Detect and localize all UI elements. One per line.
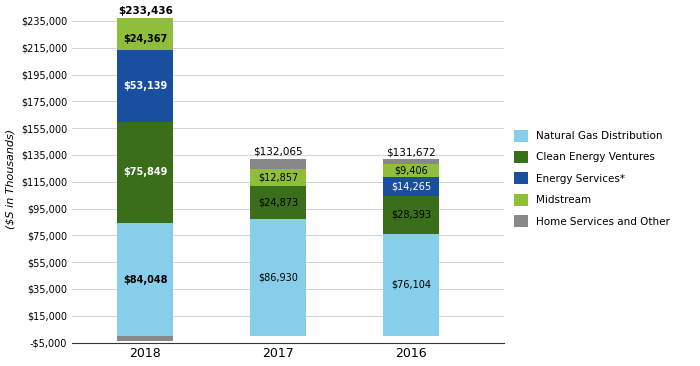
Bar	[250, 186, 306, 219]
Text: $84,048: $84,048	[123, 274, 167, 285]
Bar	[250, 159, 306, 169]
Bar	[118, 122, 173, 223]
Text: $24,873: $24,873	[258, 198, 298, 208]
Bar	[383, 234, 439, 336]
Bar	[118, 51, 173, 122]
Bar	[118, 223, 173, 336]
Text: $76,104: $76,104	[391, 280, 431, 290]
Text: $9,406: $9,406	[394, 166, 428, 176]
Text: $14,265: $14,265	[391, 181, 431, 191]
Bar	[383, 160, 439, 164]
Bar	[250, 219, 306, 336]
Text: $53,139: $53,139	[123, 81, 167, 91]
Text: $24,367: $24,367	[123, 34, 167, 44]
Bar	[118, 336, 173, 341]
Text: $75,849: $75,849	[123, 168, 167, 178]
Bar	[383, 196, 439, 234]
Text: $86,930: $86,930	[258, 273, 298, 283]
Legend: Natural Gas Distribution, Clean Energy Ventures, Energy Services*, Midstream, Ho: Natural Gas Distribution, Clean Energy V…	[514, 130, 671, 227]
Bar	[383, 164, 439, 177]
Text: $28,393: $28,393	[391, 210, 431, 220]
Text: $132,065: $132,065	[253, 147, 303, 157]
Y-axis label: ($S in Thousands): ($S in Thousands)	[6, 128, 15, 228]
Text: $233,436: $233,436	[118, 6, 173, 16]
Text: $12,857: $12,857	[258, 173, 298, 183]
Bar	[118, 18, 173, 51]
Text: $131,672: $131,672	[386, 147, 436, 157]
Bar	[250, 169, 306, 186]
Bar	[383, 177, 439, 196]
